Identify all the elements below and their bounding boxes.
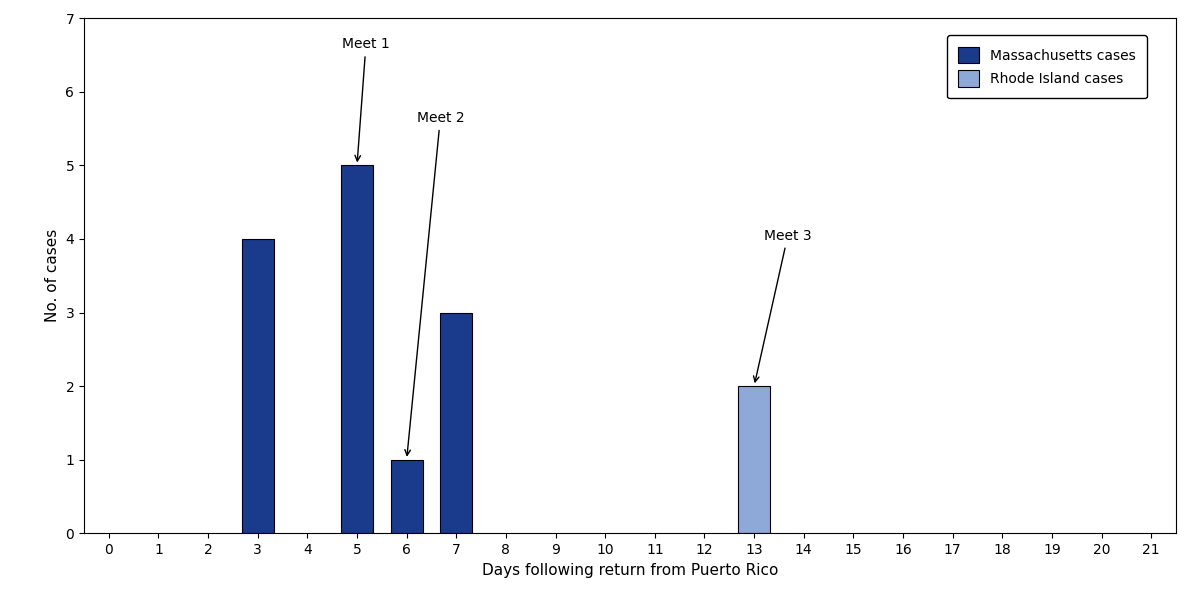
Bar bbox=[738, 386, 770, 533]
X-axis label: Days following return from Puerto Rico: Days following return from Puerto Rico bbox=[482, 562, 778, 578]
Bar bbox=[341, 165, 373, 533]
Legend: Massachusetts cases, Rhode Island cases: Massachusetts cases, Rhode Island cases bbox=[947, 35, 1147, 99]
Text: Meet 2: Meet 2 bbox=[404, 111, 464, 455]
Text: Meet 3: Meet 3 bbox=[754, 228, 811, 382]
Bar bbox=[440, 313, 473, 533]
Bar bbox=[241, 239, 274, 533]
Text: Meet 1: Meet 1 bbox=[342, 38, 390, 161]
Bar bbox=[390, 460, 422, 533]
Y-axis label: No. of cases: No. of cases bbox=[44, 229, 60, 322]
